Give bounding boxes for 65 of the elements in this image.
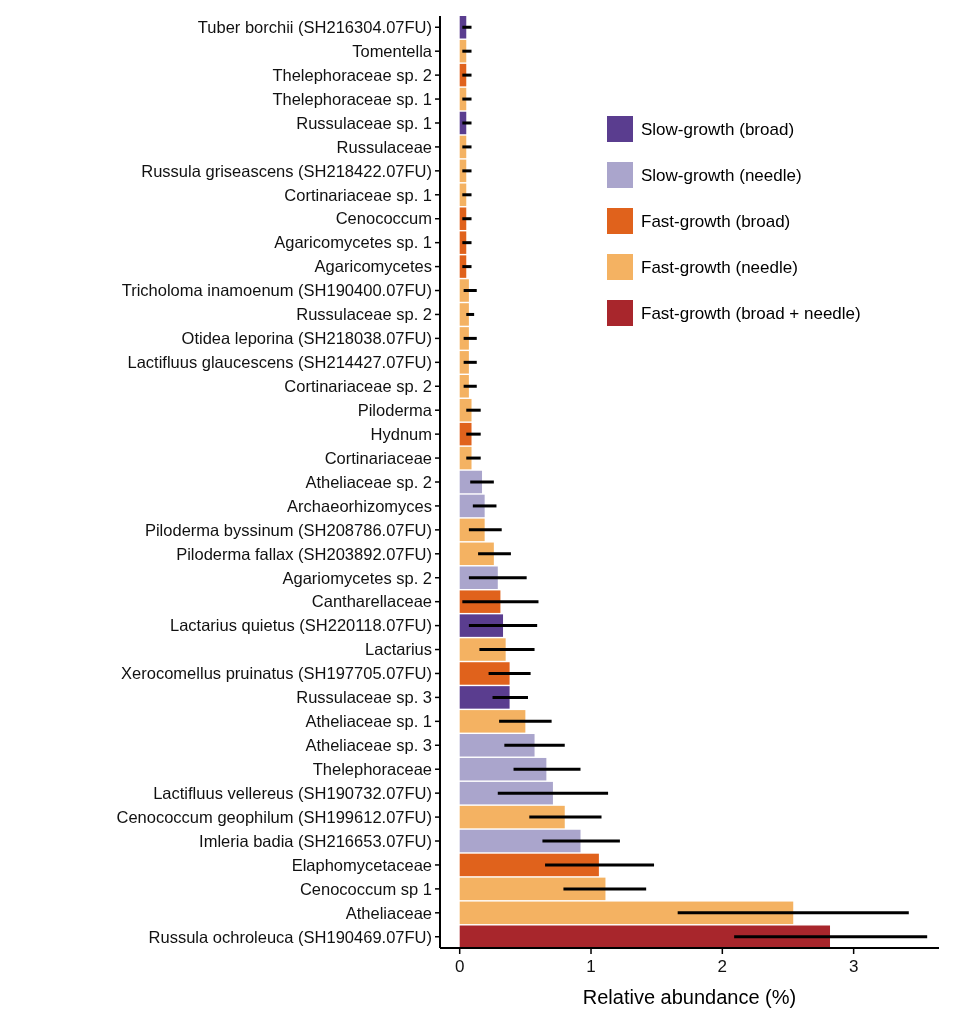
legend-label: Fast-growth (needle) <box>641 257 798 277</box>
y-tick-label: Hydnum <box>370 424 432 443</box>
y-tick-label: Cortinariaceae <box>324 448 432 467</box>
y-tick-label: Cenococcum <box>335 209 432 228</box>
y-tick-label: Cenococcum sp 1 <box>299 879 432 898</box>
bar <box>459 422 472 446</box>
y-tick-label: Atheliaceae <box>345 903 432 922</box>
bar <box>459 566 498 589</box>
y-tick-label: Atheliaceae sp. 3 <box>305 736 432 755</box>
bar <box>459 494 485 518</box>
bar <box>459 781 553 805</box>
x-tick-label: 2 <box>717 957 728 976</box>
y-tick-label: Cortinariaceae sp. 1 <box>284 185 432 204</box>
y-tick-label: Tricholoma inamoenum (SH190400.07FU) <box>121 281 432 300</box>
y-tick-label: Lactifluus glaucescens (SH214427.07FU) <box>127 353 432 372</box>
bar <box>459 925 831 948</box>
y-tick-label: Russulaceae sp. 2 <box>296 305 432 324</box>
y-tick-label: Cenococcum geophilum (SH199612.07FU) <box>116 807 432 826</box>
y-tick-label: Agariomycetes sp. 2 <box>282 568 432 587</box>
y-tick-label: Atheliaceae sp. 2 <box>305 472 432 491</box>
bar <box>459 877 606 901</box>
y-tick-label: Piloderma fallax (SH203892.07FU) <box>176 544 432 563</box>
y-tick-label: Piloderma byssinum (SH208786.07FU) <box>144 520 432 539</box>
bar <box>459 638 506 661</box>
bar <box>459 446 472 470</box>
bar <box>459 805 565 829</box>
bar <box>459 542 494 566</box>
y-tick-label: Russula ochroleuca (SH190469.07FU) <box>148 927 432 946</box>
legend-label: Fast-growth (broad) <box>641 211 791 231</box>
x-axis-title: Relative abundance (%) <box>582 986 797 1008</box>
x-tick-label: 3 <box>848 957 859 976</box>
y-tick-label: Otidea leporina (SH218038.07FU) <box>181 329 432 348</box>
y-tick-label: Agaricomycetes sp. 1 <box>274 233 432 252</box>
y-tick-label: Elaphomycetaceae <box>291 855 432 874</box>
y-tick-label: Archaeorhizomyces <box>287 496 432 515</box>
y-tick-label: Piloderma <box>357 400 433 419</box>
y-tick-label: Lactifluus vellereus (SH190732.07FU) <box>153 783 432 802</box>
y-tick-label: Russula griseascens (SH218422.07FU) <box>141 161 432 180</box>
y-tick-label: Russulaceae sp. 1 <box>296 113 432 132</box>
y-tick-label: Tomentella <box>352 41 433 60</box>
y-tick-label: Imleria badia (SH216653.07FU) <box>199 831 432 850</box>
y-tick-label: Russulaceae <box>336 137 432 156</box>
bar <box>459 710 526 733</box>
y-tick-label: Lactarius quietus (SH220118.07FU) <box>169 616 432 635</box>
bar <box>459 901 794 925</box>
y-tick-label: Atheliaceae sp. 1 <box>305 712 432 731</box>
y-tick-label: Lactarius <box>365 640 432 659</box>
bar <box>459 662 510 685</box>
y-tick-label: Cortinariaceae sp. 2 <box>284 377 432 396</box>
y-tick-label: Cantharellaceae <box>311 592 432 611</box>
y-tick-label: Tuber borchii (SH216304.07FU) <box>197 18 432 37</box>
legend-label: Slow-growth (broad) <box>641 119 795 139</box>
x-tick-label: 0 <box>454 957 465 976</box>
y-tick-label: Thelephoraceae sp. 2 <box>272 65 432 84</box>
y-tick-label: Thelephoraceae sp. 1 <box>272 89 432 108</box>
bar <box>459 829 581 853</box>
legend-label: Slow-growth (needle) <box>641 165 802 185</box>
y-tick-label: Agaricomycetes <box>314 257 432 276</box>
bar <box>459 686 510 709</box>
x-tick-label: 1 <box>586 957 596 976</box>
y-tick-label: Russulaceae sp. 3 <box>296 688 432 707</box>
bar <box>459 853 599 877</box>
legend-label: Fast-growth (broad + needle) <box>641 303 861 323</box>
y-tick-label: Thelephoraceae <box>312 759 432 778</box>
y-tick-label: Xerocomellus pruinatus (SH197705.07FU) <box>121 664 432 683</box>
